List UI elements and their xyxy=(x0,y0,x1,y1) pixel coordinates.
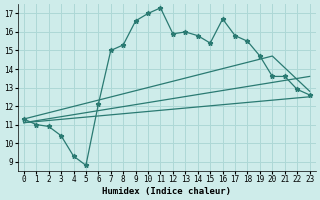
X-axis label: Humidex (Indice chaleur): Humidex (Indice chaleur) xyxy=(102,187,231,196)
